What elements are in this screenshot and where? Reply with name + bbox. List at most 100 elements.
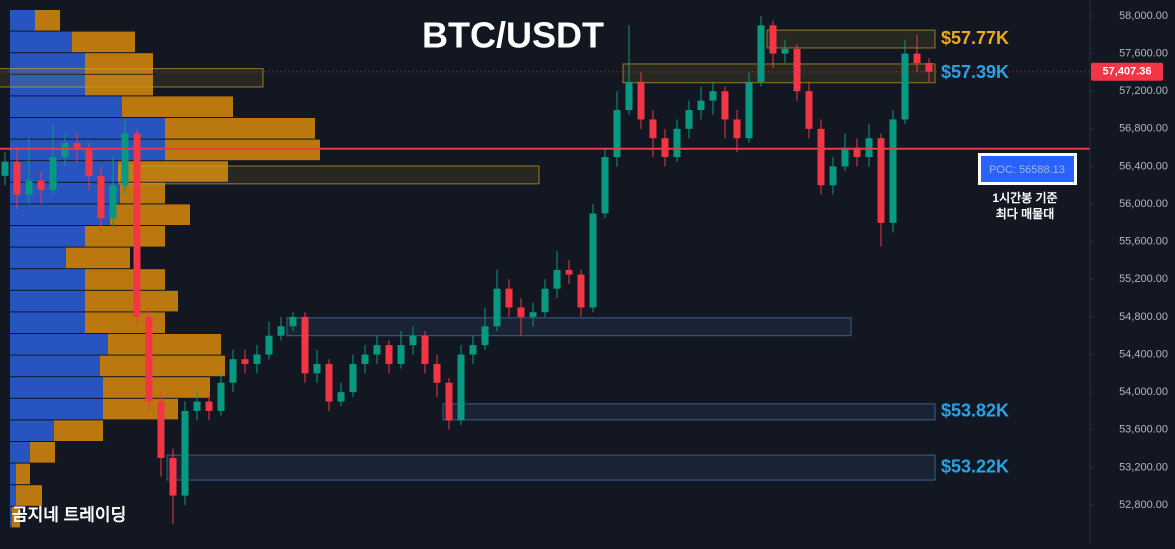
candle-body [721,91,729,120]
candle-body [769,25,777,54]
candle-body [865,138,873,158]
candle-body [289,316,297,327]
vp-sell [85,312,165,333]
candle-body [925,63,933,72]
candle-body [1,161,9,176]
candle-body [445,382,453,421]
y-tick-label: 56,800.00 [1119,123,1168,135]
candle-body [577,274,585,308]
vp-sell [108,334,221,355]
last-price-label: 57,407.36 [1103,66,1152,78]
candle-body [397,345,405,364]
poc-box [981,156,1074,182]
vp-sell [12,506,20,528]
y-tick-label: 53,200.00 [1119,461,1168,473]
zones: $57.77K $57.39K $53.82K $53.22K [0,28,1009,481]
candle-body [709,91,717,101]
candle-body [745,81,753,139]
candle-body [565,269,573,275]
candle-body [157,401,165,458]
candle-body [613,110,621,158]
vp-buy [10,355,100,377]
candle-body [361,354,369,364]
vp-sell [103,398,178,420]
candle-body [793,48,801,92]
candle-body [37,180,45,190]
zone [442,403,936,421]
candle-body [601,157,609,214]
vp-sell [85,269,165,290]
candle-body [541,288,549,313]
candle-body [349,363,357,393]
zone [118,165,540,185]
candle-body [313,363,321,374]
candle-body [517,307,525,317]
candle-body [901,53,909,120]
y-tick-label: 55,600.00 [1119,236,1168,248]
vp-sell [85,226,165,247]
candle-body [421,335,429,364]
y-tick-label: 52,800.00 [1119,499,1168,511]
candle-body [241,359,249,364]
candle-body [217,382,225,411]
vp-sell [85,74,153,96]
vp-sell [30,442,55,463]
candle-body [205,401,213,411]
vp-buy [10,247,66,269]
vp-sell [54,420,103,441]
vp-sell [16,485,42,506]
vp-buy [10,31,72,53]
candle-body [841,147,849,167]
vp-buy [10,290,85,312]
zone-label: $57.39K [941,62,1009,82]
candle-body [325,363,333,402]
candle-body [625,81,633,111]
candle-body [829,166,837,186]
candle-body [805,91,813,129]
candle-body [733,119,741,139]
candle-body [181,410,189,496]
vp-sell [165,118,315,139]
vp-buy [10,485,16,506]
candle-body [877,138,885,223]
zone-label: $53.82K [941,401,1009,421]
vp-sell [72,31,135,53]
candle-body [529,312,537,317]
vp-buy [10,312,85,333]
vp-sell [66,247,130,269]
vp-sell [165,139,320,161]
vp-buy [10,463,16,485]
vp-sell [35,10,60,31]
candle-body [121,133,129,186]
vp-buy [10,420,54,441]
y-tick-label: 54,000.00 [1119,386,1168,398]
candle-body [145,316,153,402]
candle-body [853,147,861,158]
y-tick-label: 56,400.00 [1119,160,1168,172]
candle-body [373,345,381,355]
chart-title: BTC/USDT [422,15,604,56]
candle-body [673,128,681,158]
candles [1,15,933,524]
candle-body [61,142,69,158]
candle-body [757,25,765,82]
zone [766,29,936,49]
y-tick-label: 54,400.00 [1119,348,1168,360]
candle-body [637,81,645,120]
candle-body [913,53,921,64]
vp-buy [10,118,165,139]
vp-buy [10,269,85,290]
zone-label: $53.22K [941,456,1009,476]
candle-body [109,185,117,219]
zone [166,454,936,481]
candle-body [253,354,261,364]
candle-body [409,335,417,346]
candle-body [649,119,657,139]
last-price-box [1091,62,1163,81]
y-tick-label: 57,200.00 [1119,85,1168,97]
vp-sell [120,182,165,204]
vp-buy [10,74,85,96]
candle-body [817,128,825,186]
